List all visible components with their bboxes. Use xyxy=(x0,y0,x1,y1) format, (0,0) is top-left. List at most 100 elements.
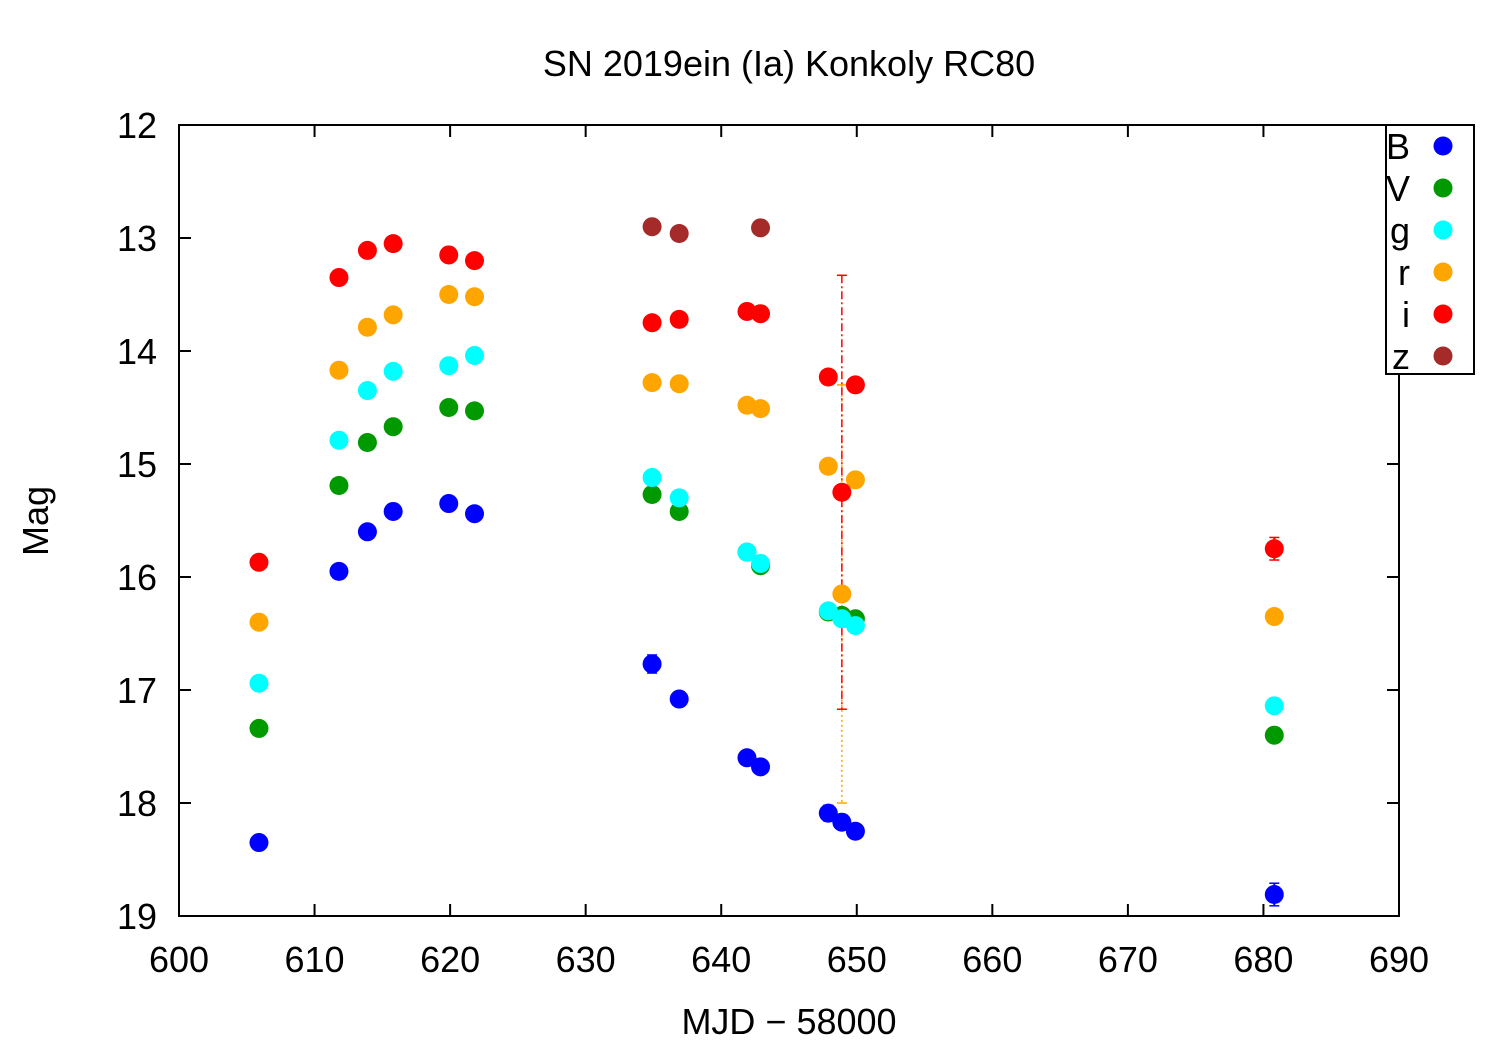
y-axis-label: Mag xyxy=(15,486,56,556)
point-i xyxy=(845,375,865,395)
point-r xyxy=(751,399,771,419)
point-g xyxy=(669,488,689,508)
legend-marker-z xyxy=(1433,346,1453,366)
point-i xyxy=(249,552,269,572)
point-B xyxy=(249,833,269,853)
point-g xyxy=(329,430,349,450)
legend-marker-B xyxy=(1433,136,1453,156)
y-axis-ticks: 12 13 14 15 16 17 18 19 xyxy=(117,105,1399,937)
point-B xyxy=(383,501,403,521)
data-points xyxy=(249,217,1284,905)
point-V xyxy=(249,718,269,738)
chart-title: SN 2019ein (Ia) Konkoly RC80 xyxy=(543,43,1035,84)
point-r xyxy=(642,373,662,393)
y-tick-label: 15 xyxy=(117,444,157,485)
point-g xyxy=(357,381,377,401)
legend-label-V: V xyxy=(1386,168,1410,209)
point-g xyxy=(737,542,757,562)
point-B xyxy=(737,748,757,768)
legend-label-i: i xyxy=(1402,294,1410,335)
y-tick-label: 18 xyxy=(117,783,157,824)
point-B xyxy=(832,812,852,832)
point-i xyxy=(465,251,485,271)
point-r xyxy=(832,584,852,604)
legend-label-r: r xyxy=(1398,252,1410,293)
point-i xyxy=(642,313,662,333)
point-B xyxy=(439,494,459,514)
point-V xyxy=(465,401,485,421)
x-tick-label: 650 xyxy=(827,939,887,980)
point-B xyxy=(818,803,838,823)
point-r xyxy=(818,456,838,476)
point-B xyxy=(329,561,349,581)
point-r xyxy=(465,287,485,307)
point-r xyxy=(357,317,377,337)
x-tick-label: 610 xyxy=(285,939,345,980)
legend-label-B: B xyxy=(1386,126,1410,167)
y-tick-label: 19 xyxy=(117,896,157,937)
legend-marker-V xyxy=(1433,178,1453,198)
legend-marker-r xyxy=(1433,262,1453,282)
legend-label-z: z xyxy=(1392,336,1410,377)
point-i xyxy=(357,240,377,260)
point-i xyxy=(832,482,852,502)
point-i xyxy=(751,304,771,324)
point-g xyxy=(383,361,403,381)
point-i xyxy=(818,367,838,387)
point-B xyxy=(357,522,377,542)
y-tick-label: 14 xyxy=(117,331,157,372)
point-i xyxy=(383,234,403,254)
point-B xyxy=(751,757,771,777)
legend-marker-i xyxy=(1433,304,1453,324)
point-V xyxy=(357,433,377,453)
point-r xyxy=(669,374,689,394)
point-g xyxy=(249,673,269,693)
point-g xyxy=(751,553,771,573)
plot-frame xyxy=(178,124,1400,917)
point-B xyxy=(845,821,865,841)
point-i xyxy=(439,245,459,265)
x-tick-label: 660 xyxy=(962,939,1022,980)
point-B xyxy=(1264,885,1284,905)
x-axis-label: MJD − 58000 xyxy=(681,1001,896,1042)
x-tick-label: 630 xyxy=(556,939,616,980)
point-r xyxy=(439,285,459,304)
point-V xyxy=(439,398,459,417)
point-g xyxy=(845,616,865,636)
legend-box xyxy=(1385,124,1475,375)
y-tick-label: 12 xyxy=(117,105,157,146)
point-z xyxy=(642,217,662,237)
point-B xyxy=(465,504,485,524)
point-r xyxy=(1264,607,1284,627)
x-tick-label: 680 xyxy=(1233,939,1293,980)
legend-marker-g xyxy=(1433,220,1453,240)
point-z xyxy=(669,223,689,243)
x-tick-label: 620 xyxy=(420,939,480,980)
point-B xyxy=(642,654,662,674)
point-z xyxy=(751,218,771,238)
point-V xyxy=(329,475,349,495)
point-g xyxy=(439,356,459,376)
y-tick-label: 16 xyxy=(117,557,157,598)
point-r xyxy=(329,360,349,380)
point-g xyxy=(642,468,662,488)
point-g xyxy=(465,346,485,366)
y-tick-label: 17 xyxy=(117,670,157,711)
point-r xyxy=(383,305,403,325)
point-B xyxy=(669,689,689,709)
plot-area: 12 13 14 15 16 17 18 19 600 610 620 630 640 650 660 67… xyxy=(117,105,1429,980)
point-i xyxy=(1264,539,1284,559)
point-g xyxy=(1264,696,1284,716)
point-i xyxy=(329,268,349,288)
point-r xyxy=(249,612,269,632)
point-r xyxy=(845,470,865,490)
point-V xyxy=(642,485,662,505)
point-i xyxy=(669,309,689,329)
x-tick-label: 600 xyxy=(149,939,209,980)
point-V xyxy=(669,501,689,521)
legend-label-g: g xyxy=(1390,210,1410,251)
y-tick-label: 13 xyxy=(117,218,157,259)
point-V xyxy=(1264,725,1284,745)
